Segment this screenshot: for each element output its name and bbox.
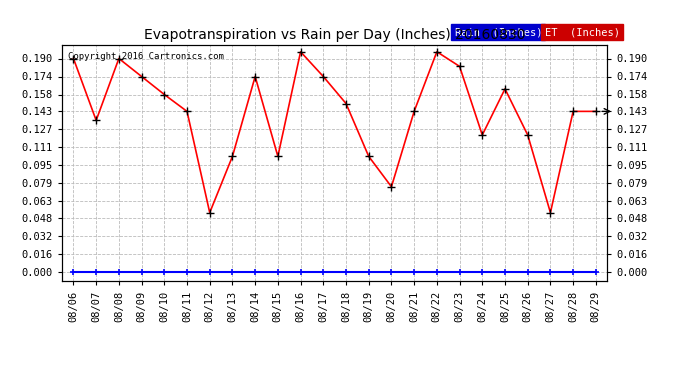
Text: Copyright 2016 Cartronics.com: Copyright 2016 Cartronics.com (68, 52, 224, 61)
Text: ET  (Inches): ET (Inches) (544, 27, 620, 37)
Title: Evapotranspiration vs Rain per Day (Inches) 20160830: Evapotranspiration vs Rain per Day (Inch… (144, 28, 525, 42)
Text: Rain  (Inches): Rain (Inches) (455, 27, 542, 37)
